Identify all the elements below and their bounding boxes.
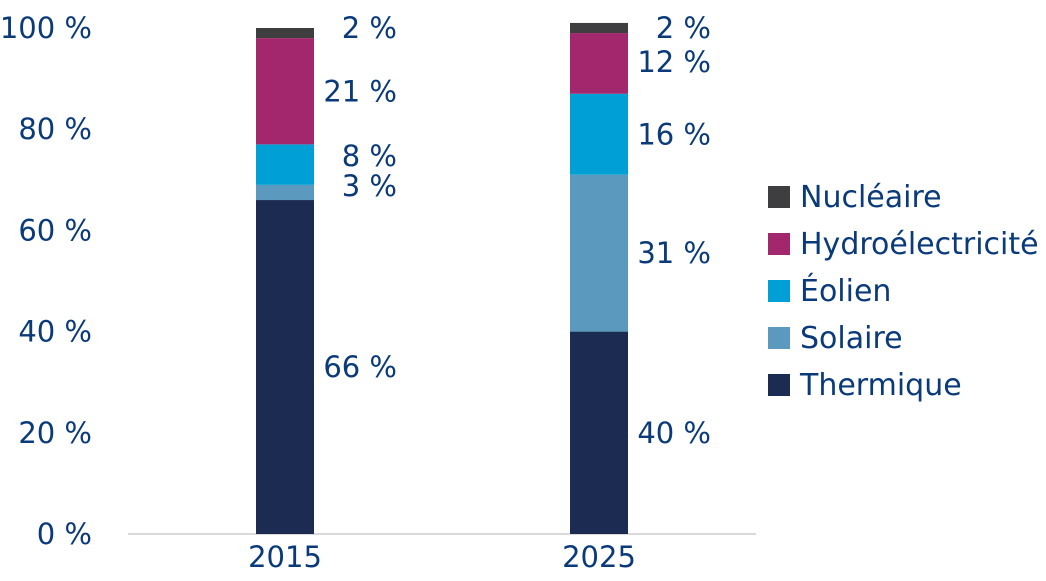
legend-swatch <box>768 186 790 208</box>
legend-label: Solaire <box>800 321 903 356</box>
legend-swatch <box>768 280 790 302</box>
y-tick-label: 40 % <box>18 315 92 349</box>
legend-swatch <box>768 374 790 396</box>
x-tick-label: 2015 <box>248 540 322 574</box>
bar-segment <box>570 331 628 534</box>
data-label: 2 % <box>656 11 711 45</box>
y-tick-label: 100 % <box>0 11 92 45</box>
data-label: 40 % <box>637 416 711 450</box>
data-labels: 66 %3 %8 %21 %2 %40 %31 %16 %12 %2 % <box>323 11 711 450</box>
data-label: 16 % <box>637 117 711 151</box>
y-tick-label: 60 % <box>18 213 92 247</box>
data-label: 12 % <box>637 45 711 79</box>
x-tick-label: 2025 <box>562 540 636 574</box>
legend: Nucléaire Hydroélectricité Éolien Solaire Th… <box>768 180 1039 403</box>
bar-segment <box>256 200 314 535</box>
data-label: 21 % <box>323 74 397 108</box>
bars <box>256 22 628 535</box>
data-label: 2 % <box>342 11 397 45</box>
bar-segment <box>256 28 314 39</box>
legend-label: Nucléaire <box>800 180 942 215</box>
y-tick-label: 20 % <box>18 416 92 450</box>
bar-segment <box>570 22 628 34</box>
bar-segment <box>256 184 314 201</box>
bar-segment <box>256 144 314 185</box>
bar-segment <box>256 38 314 145</box>
data-label: 8 % <box>342 139 397 173</box>
y-tick-label: 0 % <box>37 517 92 551</box>
bar-segment <box>570 174 628 332</box>
bar-segment <box>570 93 628 175</box>
legend-label: Hydroélectricité <box>800 227 1039 262</box>
legend-swatch <box>768 327 790 349</box>
data-label: 31 % <box>637 236 711 270</box>
x-axis: 2015 2025 <box>248 540 636 574</box>
legend-label: Thermique <box>799 368 962 403</box>
y-tick-label: 80 % <box>18 112 92 146</box>
legend-swatch <box>768 233 790 255</box>
data-label: 3 % <box>342 169 397 203</box>
data-label: 66 % <box>323 350 397 384</box>
y-axis: 0 % 20 % 40 % 60 % 80 % 100 % <box>0 11 92 551</box>
bar-segment <box>570 33 628 94</box>
legend-label: Éolien <box>800 273 891 309</box>
